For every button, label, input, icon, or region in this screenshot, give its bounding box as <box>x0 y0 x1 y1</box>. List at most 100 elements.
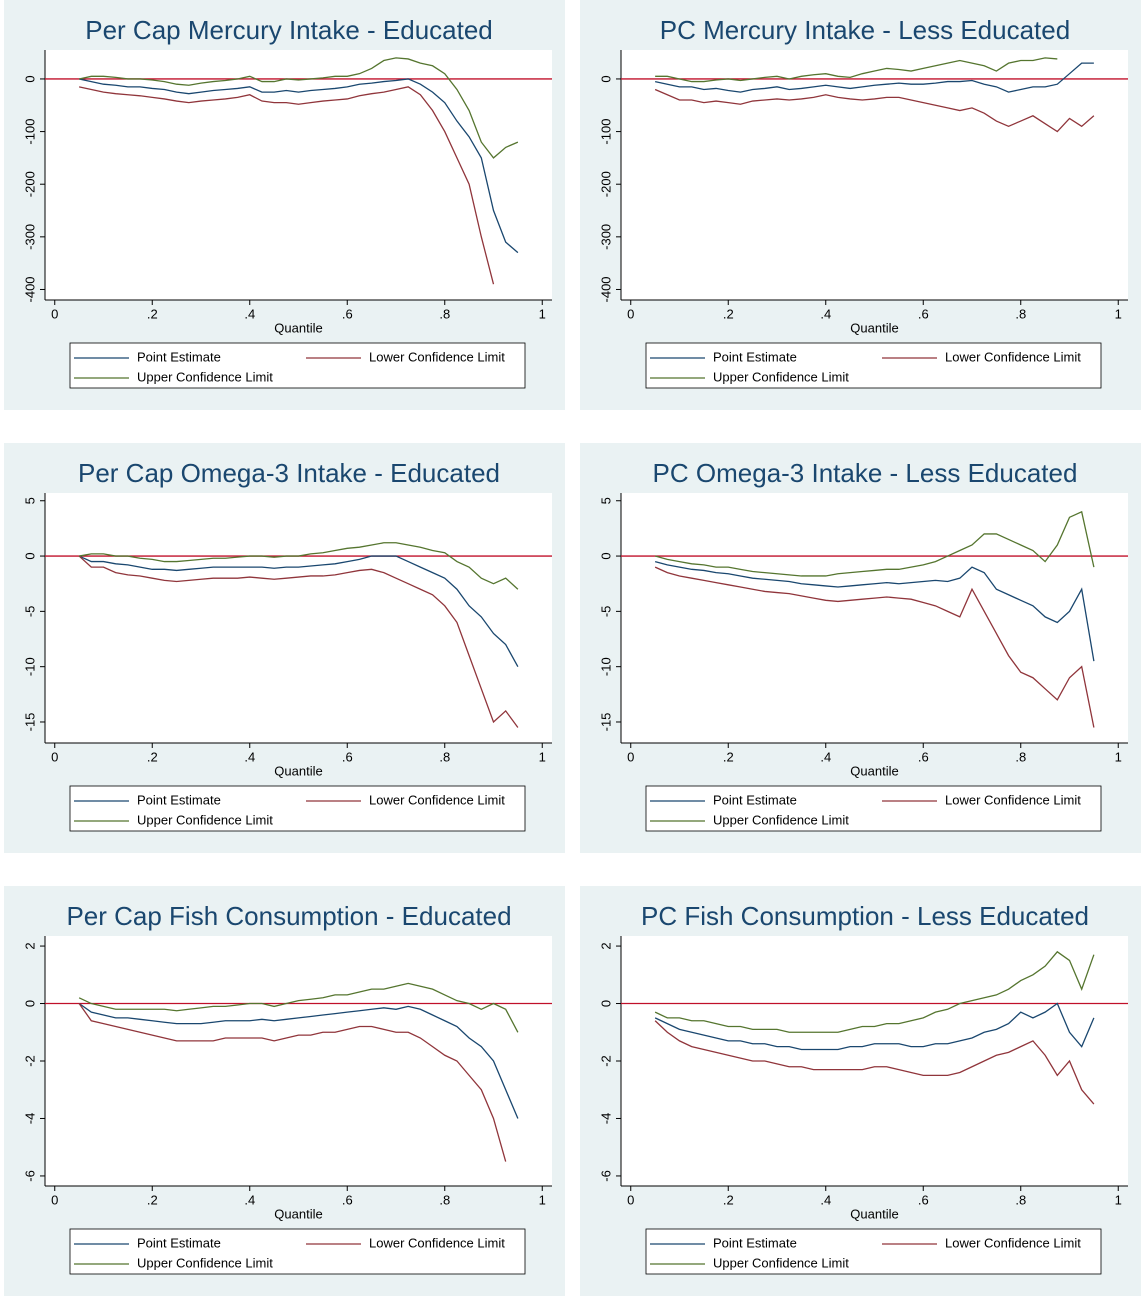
x-tick-label: .8 <box>1015 749 1026 764</box>
x-tick-label: 0 <box>51 306 58 321</box>
legend-label: Upper Confidence Limit <box>713 1255 849 1270</box>
series-line <box>654 88 1095 133</box>
chart-panel: PC Fish Consumption - Less Educated 2 0 -2 -… <box>580 886 1141 1296</box>
legend-label: Upper Confidence Limit <box>137 369 273 384</box>
x-tick-label: 1 <box>539 1192 546 1207</box>
x-tick-label: 0 <box>51 1192 58 1207</box>
plot-area <box>621 936 1128 1186</box>
y-tick-label: -300 <box>598 224 613 250</box>
chart-title: PC Omega-3 Intake - Less Educated <box>653 458 1078 488</box>
y-tick-label: 0 <box>598 1000 613 1007</box>
legend-label: Upper Confidence Limit <box>137 812 273 827</box>
legend-box <box>645 1228 1102 1275</box>
legend-label: Point Estimate <box>713 349 797 364</box>
y-tick-label: 0 <box>598 75 613 82</box>
plot-area <box>45 936 552 1186</box>
legend-box <box>645 785 1102 832</box>
x-axis-label: Quantile <box>850 320 898 335</box>
y-tick-label: 0 <box>22 552 37 559</box>
chart-panel: Per Cap Omega-3 Intake - Educated 5 0 -5 -10… <box>4 443 565 853</box>
chart-panel: PC Mercury Intake - Less Educated 0 -100 -2… <box>580 0 1141 410</box>
legend-label: Point Estimate <box>137 349 221 364</box>
series-line <box>78 1003 507 1162</box>
y-tick-label: -300 <box>22 224 37 250</box>
x-tick-label: .6 <box>342 749 353 764</box>
plot-area <box>621 50 1128 300</box>
series-line <box>655 57 1058 83</box>
x-tick-label: 1 <box>539 306 546 321</box>
x-tick-label: .8 <box>1015 306 1026 321</box>
legend-label: Upper Confidence Limit <box>137 1255 273 1270</box>
y-tick-label: -15 <box>598 713 613 732</box>
legend-box <box>69 785 526 832</box>
x-tick-label: .6 <box>342 1192 353 1207</box>
legend-label: Point Estimate <box>137 1235 221 1250</box>
x-axis-label: Quantile <box>274 1206 322 1221</box>
y-tick-label: 5 <box>598 497 613 504</box>
x-tick-label: .8 <box>439 306 450 321</box>
legend-label: Point Estimate <box>713 792 797 807</box>
x-tick-label: 1 <box>539 749 546 764</box>
y-tick-label: -200 <box>22 171 37 197</box>
y-tick-label: -4 <box>598 1113 613 1125</box>
series-line <box>78 1002 519 1119</box>
y-tick-label: -10 <box>598 657 613 676</box>
y-tick-label: -6 <box>22 1170 37 1182</box>
series-line <box>78 78 519 254</box>
series-line <box>654 566 1095 728</box>
series-line <box>78 86 495 285</box>
legend-label: Point Estimate <box>713 1235 797 1250</box>
y-tick-label: -15 <box>22 713 37 732</box>
y-tick-label: -400 <box>22 276 37 302</box>
series-line <box>654 560 1095 662</box>
y-tick-label: -6 <box>598 1170 613 1182</box>
x-tick-label: 0 <box>627 749 634 764</box>
chart-title: PC Fish Consumption - Less Educated <box>641 901 1089 931</box>
x-tick-label: .2 <box>147 749 158 764</box>
x-tick-label: .4 <box>820 749 831 764</box>
legend-label: Lower Confidence Limit <box>369 1235 505 1250</box>
y-tick-label: -5 <box>22 606 37 618</box>
y-tick-label: 0 <box>22 75 37 82</box>
x-tick-label: 1 <box>1115 1192 1122 1207</box>
x-tick-label: .6 <box>918 1192 929 1207</box>
chart-title: PC Mercury Intake - Less Educated <box>660 15 1070 45</box>
x-axis-label: Quantile <box>850 1206 898 1221</box>
x-tick-label: 1 <box>1115 306 1122 321</box>
x-tick-label: .4 <box>820 306 831 321</box>
x-tick-label: 0 <box>627 1192 634 1207</box>
x-tick-label: .2 <box>147 306 158 321</box>
legend-label: Lower Confidence Limit <box>369 792 505 807</box>
x-tick-label: .8 <box>439 1192 450 1207</box>
chart-panel: Per Cap Fish Consumption - Educated 2 0 -2 -… <box>4 886 565 1296</box>
plot-area <box>45 493 552 743</box>
x-tick-label: .6 <box>918 749 929 764</box>
y-tick-label: -10 <box>22 657 37 676</box>
series-line <box>654 510 1095 577</box>
x-axis-label: Quantile <box>274 320 322 335</box>
x-tick-label: .6 <box>342 306 353 321</box>
series-line <box>654 62 1094 93</box>
y-tick-label: -400 <box>598 276 613 302</box>
legend-box <box>69 342 526 389</box>
x-axis-label: Quantile <box>850 763 898 778</box>
legend-label: Upper Confidence Limit <box>713 369 849 384</box>
y-tick-label: -2 <box>22 1055 37 1067</box>
series-line <box>78 57 519 159</box>
chart-panel: Per Cap Mercury Intake - Educated 0 -100 -2… <box>4 0 565 410</box>
plot-area <box>45 50 552 300</box>
y-tick-label: 5 <box>22 497 37 504</box>
x-tick-label: .4 <box>244 749 255 764</box>
x-tick-label: .2 <box>723 749 734 764</box>
x-tick-label: 0 <box>51 749 58 764</box>
plot-area <box>621 493 1128 743</box>
x-tick-label: .4 <box>820 1192 831 1207</box>
series-line <box>78 982 519 1033</box>
y-tick-label: -200 <box>598 171 613 197</box>
legend-box <box>645 342 1102 389</box>
y-tick-label: -5 <box>598 606 613 618</box>
x-tick-label: .2 <box>147 1192 158 1207</box>
y-tick-label: 2 <box>598 942 613 949</box>
x-tick-label: 0 <box>627 306 634 321</box>
